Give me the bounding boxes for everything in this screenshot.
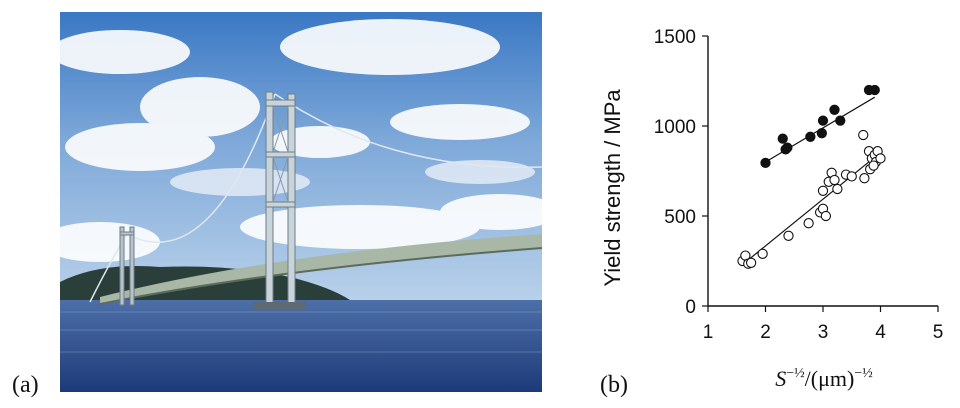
- data-point-open: [846, 171, 857, 182]
- data-point-open: [783, 230, 794, 241]
- data-point-filled: [869, 84, 880, 96]
- panel-a-label: (a): [12, 372, 39, 398]
- x-tick-label: 4: [875, 322, 886, 343]
- y-tick-label: 0: [685, 297, 696, 318]
- data-point-open: [875, 153, 886, 164]
- data-points: [737, 84, 886, 269]
- y-tick-label: 1000: [654, 117, 696, 138]
- x-tick-label: 2: [760, 322, 771, 343]
- data-point-open: [757, 248, 768, 259]
- data-point-filled: [817, 115, 829, 126]
- data-point-filled: [760, 157, 771, 169]
- suspension-bridge-photo: [60, 12, 542, 392]
- y-axis-label: Yield strength / MPa: [600, 89, 625, 287]
- fit-lines: [742, 96, 879, 266]
- data-point-filled: [805, 131, 816, 142]
- data-point-filled: [782, 142, 793, 153]
- data-point-filled: [777, 133, 788, 144]
- x-axis-label: S−½/(μm)−½: [775, 366, 872, 391]
- data-point-filled: [835, 115, 846, 126]
- data-point-open: [859, 173, 870, 184]
- y-tick-label: 1500: [654, 27, 696, 48]
- fit-line-series-1: [742, 154, 879, 266]
- data-point-open: [817, 185, 829, 196]
- y-tick-labels: 0 500 1000 1500: [654, 27, 708, 318]
- data-point-open: [829, 174, 840, 186]
- panel-b-label: (b): [600, 372, 628, 398]
- data-point-filled: [816, 128, 827, 139]
- data-point-open: [745, 257, 757, 268]
- data-point-open: [803, 218, 814, 229]
- data-point-filled: [829, 104, 840, 115]
- y-tick-label: 500: [664, 207, 696, 228]
- x-tick-label: 5: [933, 322, 944, 343]
- x-tick-labels: 1 2 3 4 5: [703, 306, 944, 343]
- x-tick-label: 3: [818, 322, 829, 343]
- data-point-open: [868, 160, 879, 171]
- data-point-open: [858, 129, 869, 141]
- data-point-open: [832, 183, 843, 195]
- x-tick-label: 1: [703, 322, 714, 343]
- data-point-open: [820, 210, 832, 222]
